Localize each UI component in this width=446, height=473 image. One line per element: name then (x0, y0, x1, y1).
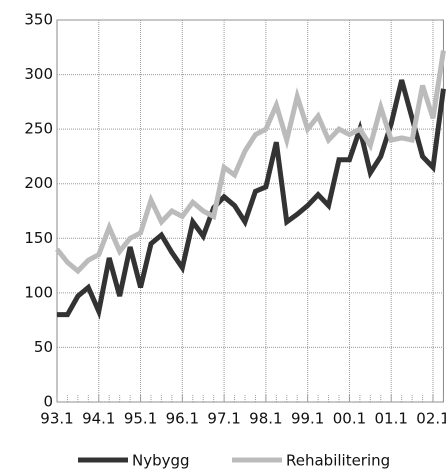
y-tick-label: 300 (24, 65, 53, 83)
x-tick-label: 01.1 (375, 410, 408, 428)
y-tick-label: 0 (43, 393, 53, 411)
series-line (55, 50, 446, 275)
x-tick-label: 94.1 (82, 410, 115, 428)
x-tick-label: 93.1 (40, 410, 73, 428)
legend-label: Rehabilitering (286, 452, 390, 470)
y-tick-label: 100 (24, 283, 53, 301)
y-tick-label: 250 (24, 120, 53, 138)
x-tick-label: 02.1 (416, 410, 446, 428)
x-tick-label: 98.1 (249, 410, 282, 428)
series-line (57, 79, 446, 320)
legend-label: Nybygg (132, 452, 190, 470)
x-tick-label: 99.1 (291, 410, 324, 428)
plot-area (56, 19, 444, 403)
y-tick-label: 200 (24, 174, 53, 192)
y-tick-label: 150 (24, 229, 53, 247)
x-tick-label: 00.1 (333, 410, 366, 428)
x-tick-label: 97.1 (207, 410, 240, 428)
y-tick-label: 350 (24, 11, 53, 29)
x-tick-label: 96.1 (166, 410, 199, 428)
y-tick-label: 50 (34, 338, 53, 356)
x-tick-label: 95.1 (124, 410, 157, 428)
